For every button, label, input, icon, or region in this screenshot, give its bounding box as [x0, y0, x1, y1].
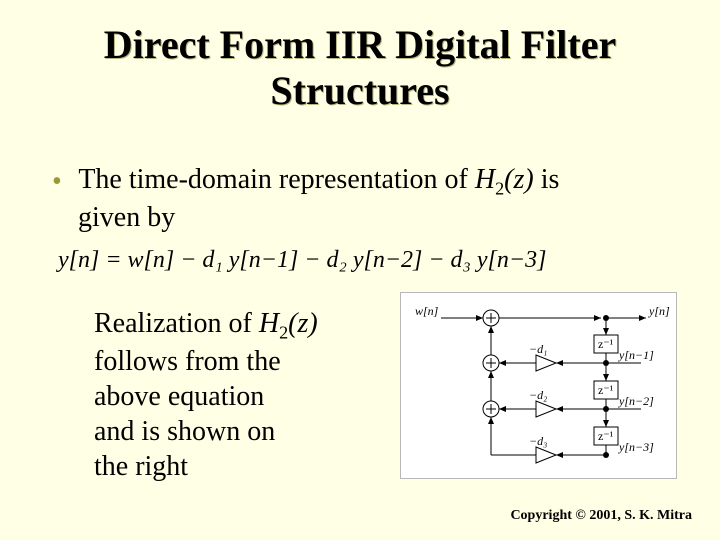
- label-wn: w[n]: [415, 304, 439, 318]
- bullet-text-pre: The time-domain representation of: [78, 164, 475, 195]
- label-d3: −d₃: [529, 434, 547, 448]
- realization-l3: above equation: [94, 381, 264, 412]
- realization-l4: and is shown on: [94, 416, 275, 447]
- page-title: Direct Form IIR Digital Filter Structure…: [0, 22, 720, 114]
- slide: Direct Form IIR Digital Filter Structure…: [0, 0, 720, 540]
- h2z-inline-2: H2(z): [259, 308, 318, 339]
- title-line-1: Direct Form IIR Digital Filter: [104, 22, 616, 67]
- label-z1: z⁻¹: [598, 337, 614, 351]
- copyright: Copyright © 2001, S. K. Mitra: [510, 508, 692, 524]
- label-yn: y[n]: [648, 304, 670, 318]
- bullet-text-post: is: [541, 164, 560, 195]
- label-d1: −d₁: [529, 342, 547, 356]
- label-z2: z⁻¹: [598, 383, 614, 397]
- realization-l5: the right: [94, 451, 188, 482]
- realization-l2: follows from the: [94, 346, 281, 377]
- label-d2: −d₂: [529, 388, 547, 402]
- h2z-inline: H2(z): [475, 164, 541, 195]
- label-z3: z⁻¹: [598, 429, 614, 443]
- block-diagram: w[n] y[n] z⁻¹ y[n−1] z⁻¹ y[n: [400, 292, 677, 479]
- bullet-dot-icon: •: [52, 166, 62, 197]
- diagram-svg: w[n] y[n] z⁻¹ y[n−1] z⁻¹ y[n: [401, 293, 676, 478]
- label-yn3: y[n−3]: [618, 440, 654, 454]
- realization-l1: Realization of: [94, 308, 259, 339]
- bullet-item: • The time-domain representation of H2(z…: [52, 162, 692, 235]
- label-yn2: y[n−2]: [618, 394, 654, 408]
- bullet-text-line2: given by: [78, 202, 175, 233]
- title-line-2: Structures: [270, 68, 449, 113]
- realization-text: Realization of H2(z) follows from the ab…: [94, 306, 364, 484]
- label-yn1: y[n−1]: [618, 348, 654, 362]
- equation: y[n] = w[n] − d₁ y[n−1] − d₂ y[n−2] − d₃…: [58, 247, 546, 274]
